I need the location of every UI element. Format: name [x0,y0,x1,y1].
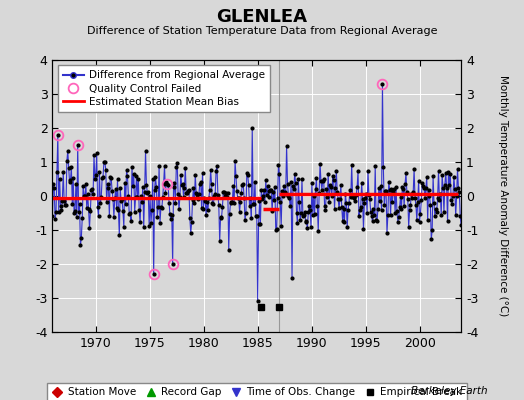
Text: GLENLEA: GLENLEA [216,8,308,26]
Y-axis label: Monthly Temperature Anomaly Difference (°C): Monthly Temperature Anomaly Difference (… [498,75,508,317]
Legend: Station Move, Record Gap, Time of Obs. Change, Empirical Break: Station Move, Record Gap, Time of Obs. C… [47,383,467,400]
Text: Berkeley Earth: Berkeley Earth [411,386,487,396]
Text: Difference of Station Temperature Data from Regional Average: Difference of Station Temperature Data f… [87,26,437,36]
